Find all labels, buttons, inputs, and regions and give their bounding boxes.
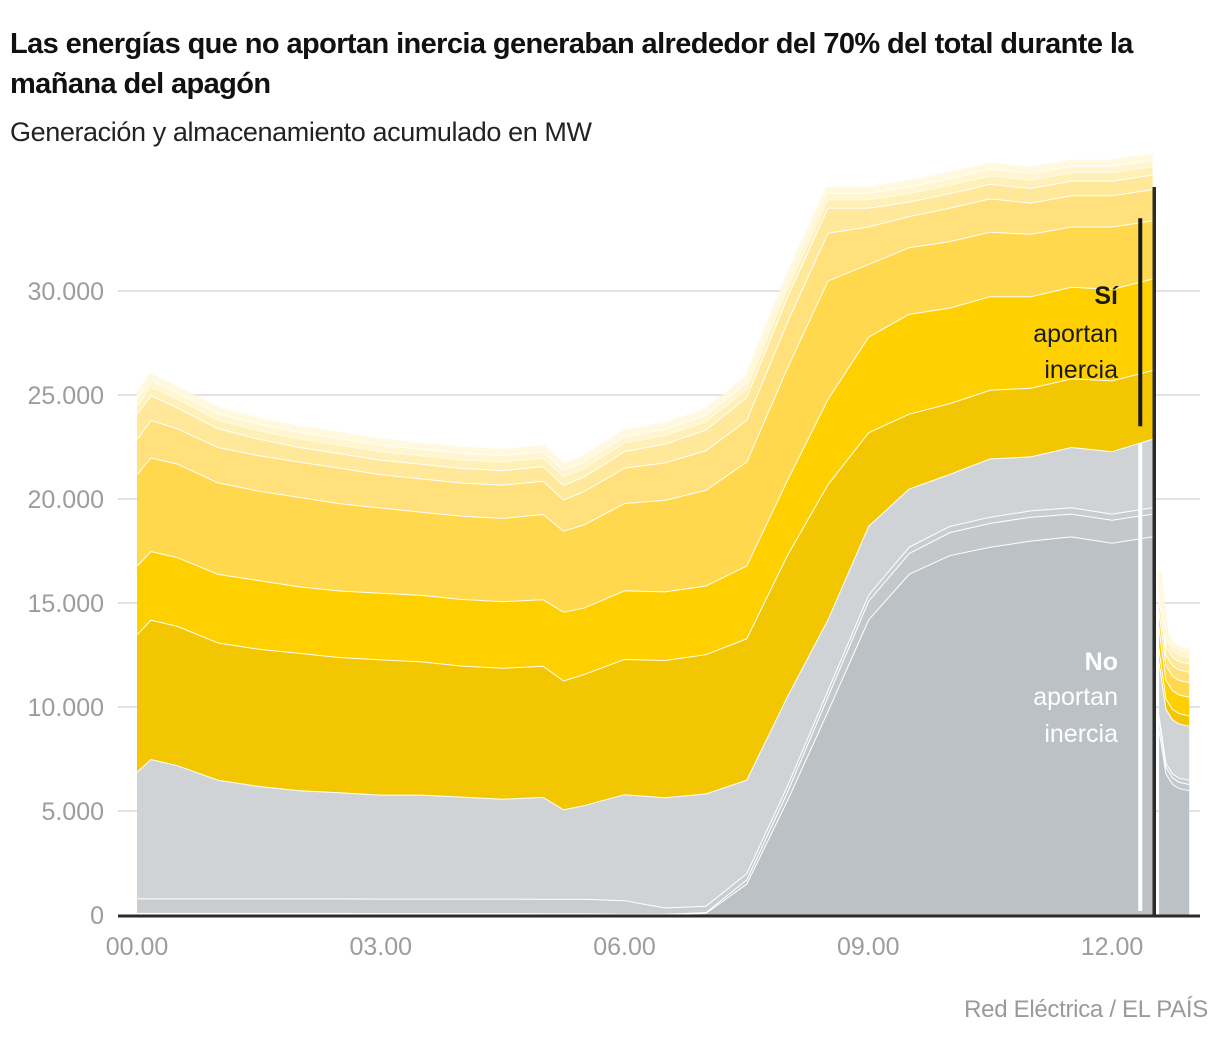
area-cogeneraci-n [1159, 594, 1190, 682]
y-tick-label: 20.000 [28, 486, 104, 514]
y-tick-label: 10.000 [28, 694, 104, 722]
total-outline [1156, 571, 1190, 654]
area-ciclo-combinado [137, 278, 1153, 681]
y-tick-label: 30.000 [28, 278, 104, 306]
total-outline [134, 153, 1153, 470]
area-hidr-ulica [137, 220, 1153, 612]
y-tick-label: 5.000 [41, 798, 104, 826]
annotation-yes-inertia: Sí aportan inercia [1033, 282, 1119, 384]
area-ciclo-combinado [1159, 625, 1190, 716]
x-tick-label: 06.00 [593, 933, 656, 961]
chart-subtitle: Generación y almacenamiento acumulado en… [10, 117, 592, 147]
area-nuclear [1159, 646, 1190, 726]
x-tick-label: 00.00 [106, 933, 169, 961]
area-layers [134, 153, 1190, 916]
area-solar-fotovoltaica [137, 536, 1153, 915]
area-e-lica [1159, 659, 1190, 780]
y-tick-label: 15.000 [28, 590, 104, 618]
x-tick-label: 03.00 [349, 933, 412, 961]
x-axis: 00.00 03.00 06.00 09.00 12.00 [106, 933, 1144, 961]
area-turbinaci-n-bombeo [1159, 584, 1190, 672]
area-otras-renovables [1159, 713, 1190, 784]
annotation-yes-line1: aportan [1033, 320, 1118, 348]
y-tick-label: 25.000 [28, 382, 104, 410]
annotation-yes-line2: inercia [1044, 356, 1118, 384]
y-axis: 0 5.000 10.000 15.000 20.000 25.000 30.000 [28, 278, 104, 930]
annotation-no-line1: aportan [1033, 683, 1118, 711]
annotation-yes-bold: Sí [1094, 282, 1119, 310]
area-e-lica [137, 438, 1153, 908]
source-credit: Red Eléctrica / EL PAÍS [964, 996, 1208, 1023]
x-tick-label: 12.00 [1081, 933, 1144, 961]
annotation-no-bold: No [1085, 648, 1118, 676]
annotation-no-line2: inercia [1044, 720, 1118, 748]
area-hidr-ulica [1159, 609, 1190, 697]
area-cogeneraci-n [137, 189, 1153, 531]
annotation-no-inertia: No aportan inercia [1033, 648, 1118, 748]
y-tick-label: 0 [90, 902, 104, 930]
chart-title: Las energías que no aportan inercia gene… [10, 28, 1133, 100]
x-tick-label: 09.00 [837, 933, 900, 961]
area-solar-t-rmica [1159, 717, 1190, 791]
area-nuclear [137, 370, 1153, 810]
